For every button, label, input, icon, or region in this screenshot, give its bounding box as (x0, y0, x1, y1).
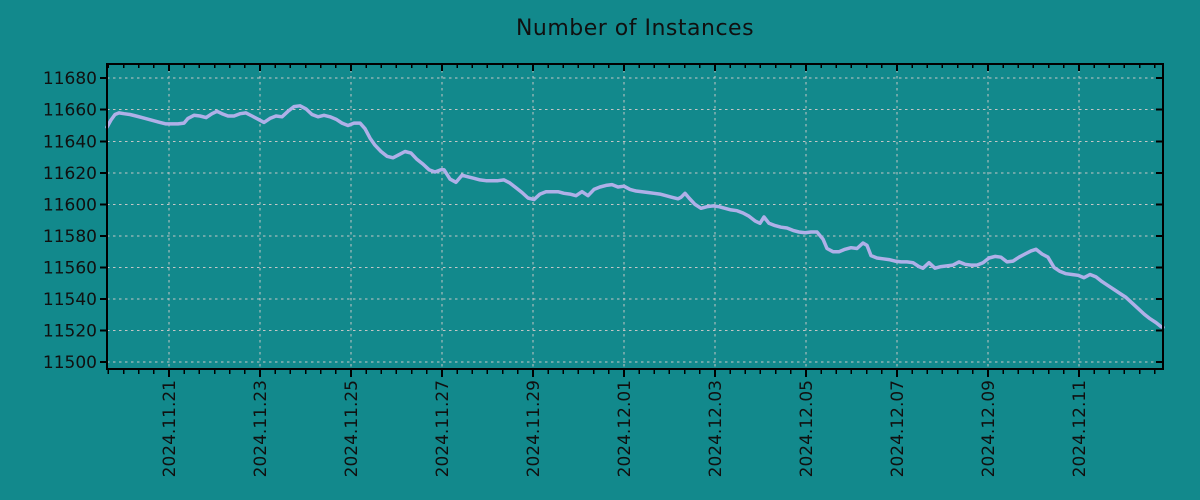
x-tick-label: 2024.11.23 (251, 380, 271, 477)
y-tick-label: 11620 (43, 164, 97, 184)
gridlines (107, 64, 1163, 369)
plot-border (106, 63, 1164, 370)
y-tick-label: 11680 (43, 69, 97, 89)
x-tick-label: 2024.12.11 (1070, 380, 1090, 477)
data-series-line (105, 104, 1165, 330)
x-axis-labels: 2024.11.21 2024.11.23 2024.11.25 2024.11.27… (160, 380, 1090, 477)
y-axis-labels: 11500 11520 11540 11560 11580 11600 11620 11640… (43, 69, 97, 373)
y-tick-label: 11580 (43, 227, 97, 247)
y-tick-label: 11500 (43, 353, 97, 373)
x-tick-label: 2024.11.29 (524, 380, 544, 477)
x-tick-label: 2024.12.07 (888, 380, 908, 477)
axis-ticks (100, 64, 1163, 377)
y-tick-label: 11660 (43, 101, 97, 121)
x-tick-label: 2024.11.25 (342, 380, 362, 477)
y-tick-label: 11520 (43, 322, 97, 342)
x-tick-label: 2024.12.03 (706, 380, 726, 477)
y-tick-label: 11540 (43, 290, 97, 310)
x-tick-label: 2024.11.21 (160, 380, 180, 477)
chart-title: Number of Instances (515, 16, 755, 41)
y-tick-label: 11560 (43, 258, 97, 278)
x-tick-label: 2024.12.01 (615, 380, 635, 477)
y-tick-label: 11640 (43, 132, 97, 152)
x-tick-label: 2024.12.05 (797, 380, 817, 477)
x-tick-label: 2024.12.09 (979, 380, 999, 477)
y-tick-label: 11600 (43, 195, 97, 215)
x-tick-label: 2024.11.27 (433, 380, 453, 477)
